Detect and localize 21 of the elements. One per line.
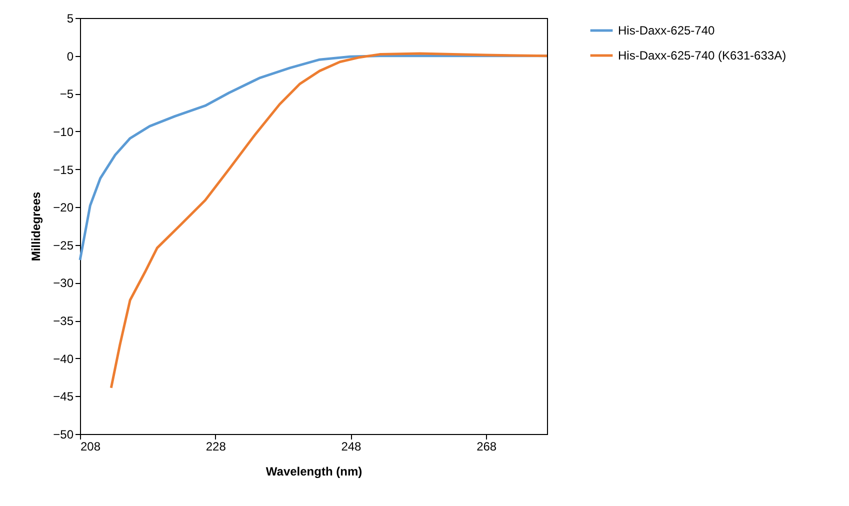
y-tick-label: −40 <box>53 352 74 366</box>
legend-label: His-Daxx-625-740 <box>618 24 716 38</box>
y-tick-label: −10 <box>53 124 74 139</box>
y-tick-label: −20 <box>53 200 74 215</box>
line-series <box>110 52 548 390</box>
x-tick-label: 248 <box>341 440 362 454</box>
y-axis-title: Millidegrees <box>29 191 44 262</box>
y-tick-label: −25 <box>53 238 74 252</box>
y-tick-label: 5 <box>66 12 74 26</box>
y-tick-label: −30 <box>53 276 74 290</box>
y-tick-label: −45 <box>53 390 74 404</box>
x-tick-label: 228 <box>206 440 226 454</box>
y-tick-label: −15 <box>53 162 74 177</box>
x-tick-label: 268 <box>476 440 497 454</box>
y-tick-label: −35 <box>53 314 74 328</box>
y-tick-label: −5 <box>60 87 74 102</box>
y-tick-label: −50 <box>53 428 74 442</box>
x-tick-label: 208 <box>80 440 101 454</box>
legend-label: His-Daxx-625-740 (K631-633A) <box>618 48 786 62</box>
y-tick-label: 0 <box>66 49 74 64</box>
x-axis-title: Wavelength (nm) <box>266 464 362 478</box>
